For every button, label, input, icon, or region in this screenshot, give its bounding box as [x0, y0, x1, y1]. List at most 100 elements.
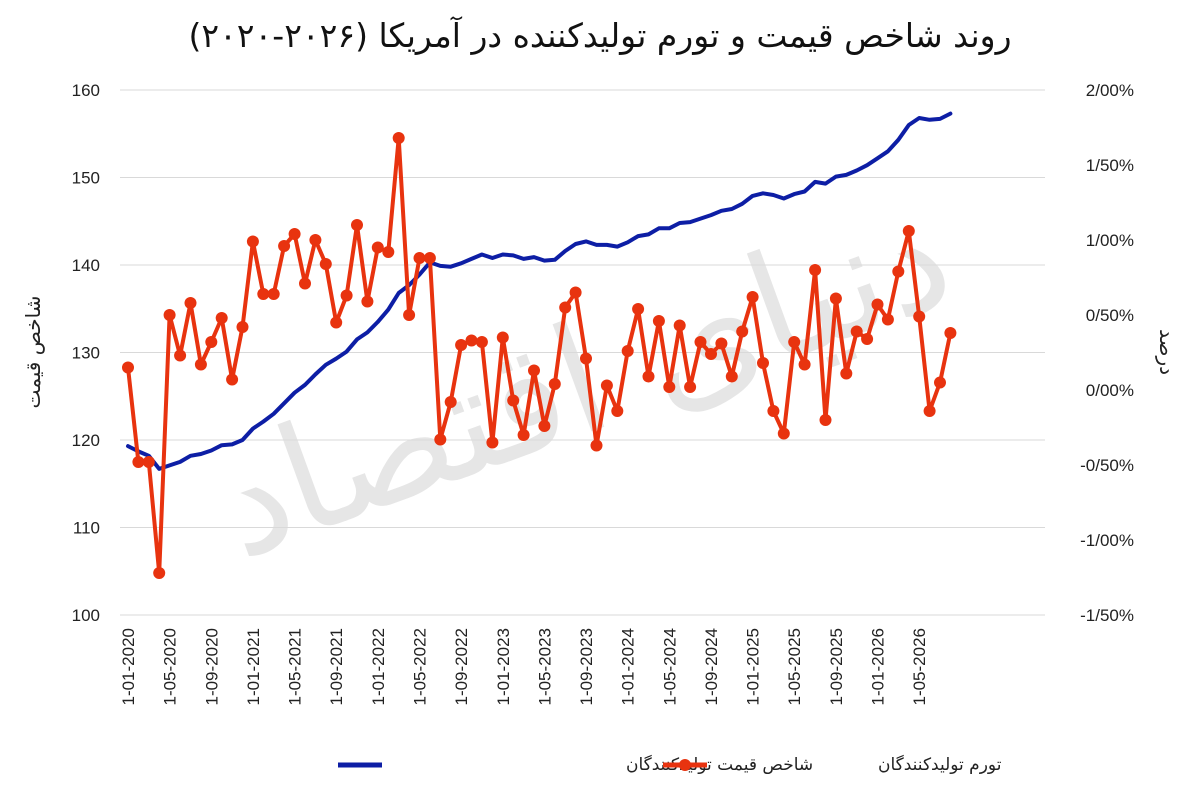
inflation-point — [798, 358, 811, 371]
inflation-point — [455, 339, 468, 351]
inflation-point — [663, 381, 676, 393]
x-tick-label: 1-05-2023 — [535, 628, 554, 706]
left-axis-ticks: 100 110 120 130 140 150 160 — [72, 81, 100, 625]
inflation-point — [413, 252, 426, 264]
left-tick-label: 140 — [72, 256, 100, 275]
gridlines — [120, 89, 1045, 616]
inflation-point — [934, 376, 946, 389]
inflation-point — [871, 298, 884, 311]
inflation-point — [580, 352, 592, 365]
x-tick-label: 1-05-2025 — [785, 628, 804, 706]
inflation-point — [184, 297, 197, 309]
inflation-point — [153, 567, 166, 579]
inflation-point — [538, 420, 551, 432]
left-axis-title: شاخص قیمت — [21, 296, 45, 409]
inflation-point — [465, 334, 478, 347]
inflation-point — [309, 234, 322, 246]
inflation-point — [142, 456, 155, 468]
inflation-point — [809, 264, 822, 276]
right-tick-label: 0/50% — [1086, 306, 1134, 325]
inflation-point — [330, 316, 343, 329]
x-tick-label: 1-09-2023 — [577, 628, 596, 706]
inflation-point — [340, 289, 353, 302]
inflation-point — [684, 381, 697, 393]
inflation-point — [444, 396, 457, 408]
right-tick-label: 0/00% — [1086, 381, 1134, 400]
inflation-point — [819, 414, 832, 426]
inflation-point — [548, 378, 561, 390]
x-tick-label: 1-09-2025 — [827, 628, 846, 706]
inflation-point — [236, 321, 249, 333]
right-tick-label: -1/50% — [1080, 606, 1134, 625]
inflation-point — [122, 361, 134, 374]
inflation-point — [715, 337, 728, 350]
inflation-point — [246, 235, 259, 248]
inflation-point — [361, 295, 374, 308]
inflation-point — [559, 301, 572, 314]
inflation-point — [205, 336, 218, 348]
right-axis-ticks: -1/50% -1/00% -0/50% 0/00% 0/50% 1/00% 1/50% 2/… — [1080, 81, 1134, 625]
x-tick-label: 1-01-2026 — [869, 628, 888, 706]
inflation-point — [174, 349, 187, 362]
legend-inflation-label: تورم تولیدکنندگان — [878, 754, 1002, 775]
inflation-point — [632, 303, 645, 315]
inflation-point — [923, 405, 936, 417]
inflation-point — [226, 373, 239, 386]
inflation-point — [881, 313, 894, 326]
inflation-point — [611, 405, 624, 417]
inflation-point — [278, 240, 291, 252]
inflation-point — [736, 325, 749, 338]
inflation-point — [569, 286, 582, 299]
inflation-point — [590, 439, 603, 452]
inflation-point — [288, 228, 301, 240]
right-tick-label: 2/00% — [1086, 81, 1134, 100]
right-axis-title: درصد — [1155, 329, 1179, 375]
right-tick-label: 1/50% — [1086, 156, 1134, 175]
inflation-point — [902, 225, 915, 237]
inflation-point — [403, 309, 416, 321]
inflation-point — [351, 219, 363, 231]
x-tick-label: 1-05-2020 — [161, 628, 180, 706]
right-tick-label: 1/00% — [1086, 231, 1134, 250]
inflation-point — [757, 357, 769, 369]
inflation-point — [767, 405, 780, 417]
x-tick-label: 1-09-2022 — [452, 628, 471, 706]
x-tick-label: 1-01-2025 — [744, 628, 763, 706]
inflation-point — [132, 456, 145, 468]
inflation-point — [829, 292, 842, 305]
legend-index-label: شاخص قیمت تولیدکنندگان — [626, 754, 813, 775]
inflation-point — [215, 312, 228, 324]
inflation-point — [299, 277, 311, 290]
inflation-point — [486, 436, 499, 449]
right-tick-label: -1/00% — [1080, 531, 1134, 550]
inflation-point — [725, 370, 738, 383]
inflation-point — [194, 358, 207, 371]
inflation-point — [517, 429, 530, 441]
inflation-point — [507, 394, 520, 407]
inflation-point — [673, 319, 686, 332]
left-tick-label: 160 — [72, 81, 100, 100]
x-tick-label: 1-01-2021 — [244, 628, 263, 706]
inflation-point — [434, 433, 447, 446]
left-tick-label: 100 — [72, 606, 100, 625]
inflation-point — [694, 336, 707, 348]
left-tick-label: 150 — [72, 169, 100, 188]
x-tick-label: 1-09-2020 — [202, 628, 221, 706]
inflation-point — [423, 252, 436, 264]
x-tick-label: 1-05-2022 — [410, 628, 429, 706]
inflation-point — [642, 370, 655, 383]
inflation-point — [944, 327, 957, 339]
inflation-point — [652, 315, 665, 327]
inflation-point — [861, 333, 874, 345]
x-tick-label: 1-01-2020 — [119, 628, 138, 706]
inflation-point — [788, 336, 801, 348]
inflation-point — [257, 288, 270, 300]
x-tick-label: 1-05-2021 — [286, 628, 305, 706]
legend: شاخص قیمت تولیدکنندگان تورم تولیدکنندگان — [338, 754, 1002, 775]
right-tick-label: -0/50% — [1080, 456, 1134, 475]
inflation-point — [621, 345, 634, 357]
chart-title: روند شاخص قیمت و تورم تولیدکننده در آمری… — [188, 16, 1011, 56]
x-axis-ticks: 1-01-2020 1-05-2020 1-09-2020 1-01-2021 1-05… — [119, 628, 929, 706]
inflation-point — [913, 310, 926, 323]
inflation-point — [392, 132, 405, 144]
